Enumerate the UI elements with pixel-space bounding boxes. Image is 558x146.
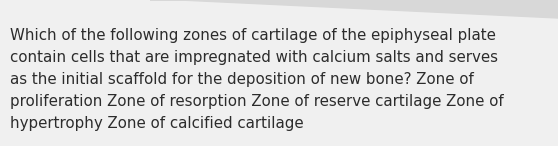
Text: hypertrophy Zone of calcified cartilage: hypertrophy Zone of calcified cartilage — [10, 116, 304, 131]
Text: contain cells that are impregnated with calcium salts and serves: contain cells that are impregnated with … — [10, 50, 498, 65]
Polygon shape — [150, 0, 558, 18]
Text: as the initial scaffold for the deposition of new bone? Zone of: as the initial scaffold for the depositi… — [10, 72, 474, 87]
Text: Which of the following zones of cartilage of the epiphyseal plate: Which of the following zones of cartilag… — [10, 28, 496, 43]
Text: proliferation Zone of resorption Zone of reserve cartilage Zone of: proliferation Zone of resorption Zone of… — [10, 94, 504, 109]
